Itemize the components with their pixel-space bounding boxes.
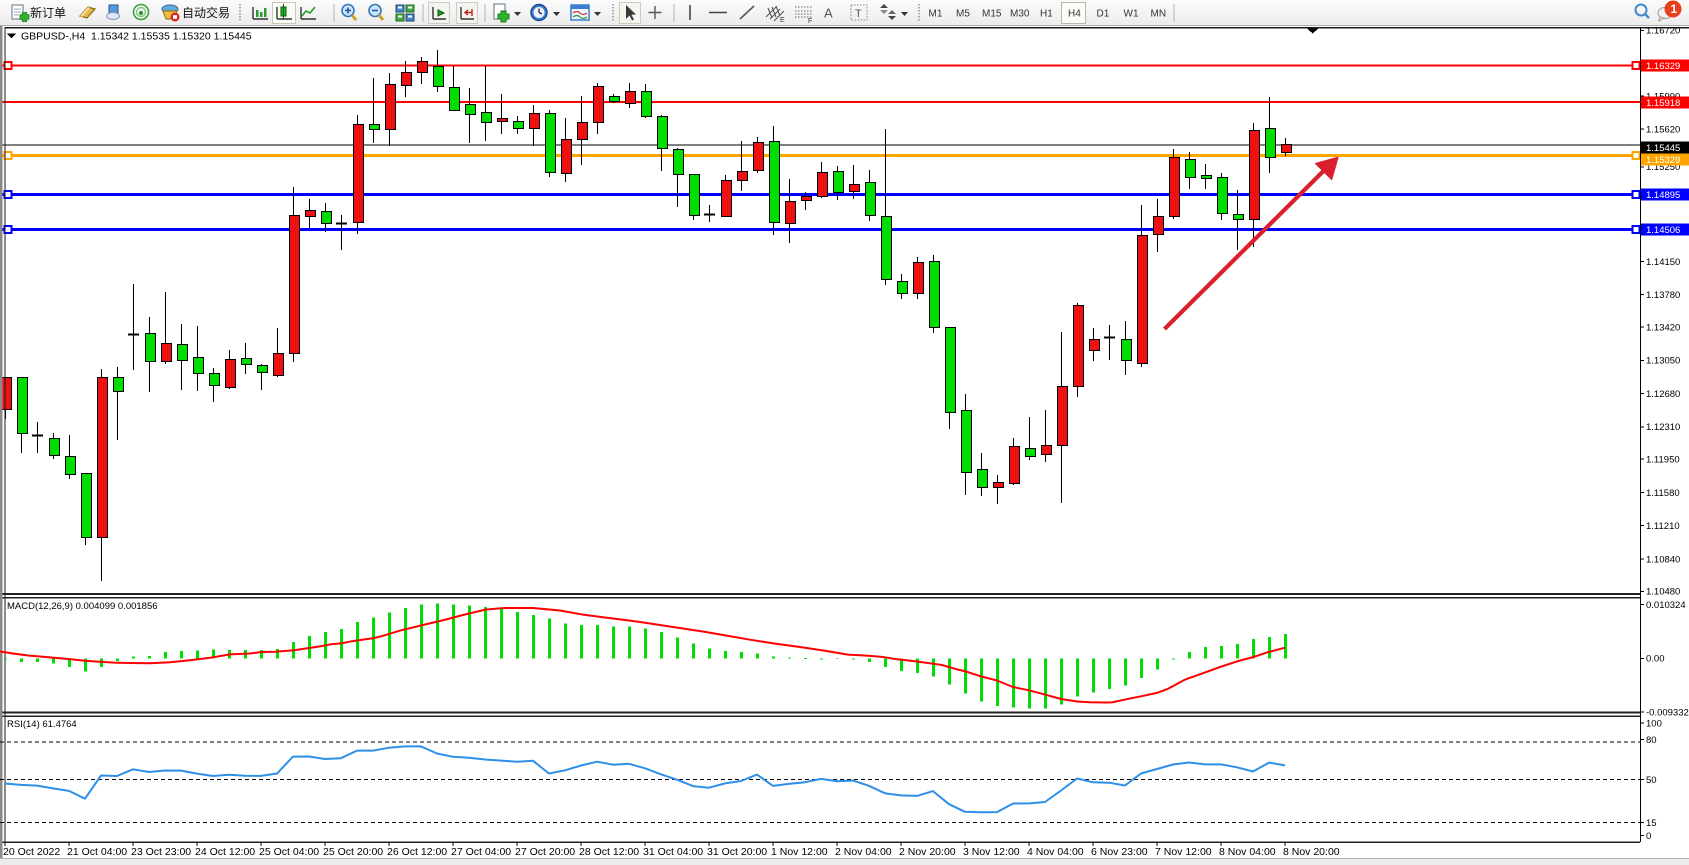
- svg-text:80: 80: [1646, 735, 1657, 746]
- svg-text:H4: H4: [1068, 9, 1081, 20]
- svg-text:GBPUSD-,H4 1.15342 1.15535 1.: GBPUSD-,H4 1.15342 1.15535 1.15320 1.154…: [21, 31, 252, 43]
- svg-text:24 Oct 12:00: 24 Oct 12:00: [195, 846, 255, 858]
- svg-text:26 Oct 12:00: 26 Oct 12:00: [387, 846, 447, 858]
- svg-text:21 Oct 04:00: 21 Oct 04:00: [67, 846, 127, 858]
- svg-text:1: 1: [1671, 2, 1678, 16]
- svg-text:1.12680: 1.12680: [1646, 389, 1680, 400]
- svg-text:0: 0: [1646, 831, 1651, 842]
- svg-text:1.16720: 1.16720: [1646, 26, 1680, 37]
- svg-text:1.14506: 1.14506: [1646, 225, 1680, 236]
- svg-text:1.15250: 1.15250: [1646, 162, 1680, 173]
- svg-text:50: 50: [1646, 775, 1657, 786]
- svg-text:27 Oct 20:00: 27 Oct 20:00: [515, 846, 575, 858]
- svg-text:1.13780: 1.13780: [1646, 290, 1680, 301]
- svg-text:1.15445: 1.15445: [1646, 143, 1680, 154]
- svg-text:A: A: [824, 6, 833, 21]
- svg-text:1.13420: 1.13420: [1646, 322, 1680, 333]
- svg-text:2 Nov 04:00: 2 Nov 04:00: [835, 846, 892, 858]
- svg-text:1.13050: 1.13050: [1646, 356, 1680, 367]
- svg-text:15: 15: [1646, 818, 1657, 829]
- svg-text:RSI(14) 61.4764: RSI(14) 61.4764: [7, 719, 77, 730]
- svg-text:1.15329: 1.15329: [1646, 155, 1680, 166]
- svg-text:E: E: [780, 17, 785, 24]
- svg-text:D1: D1: [1097, 9, 1110, 20]
- svg-text:W1: W1: [1124, 9, 1139, 20]
- svg-text:6 Nov 23:00: 6 Nov 23:00: [1091, 846, 1148, 858]
- svg-text:1 Nov 12:00: 1 Nov 12:00: [771, 846, 828, 858]
- svg-text:1.10840: 1.10840: [1646, 554, 1680, 565]
- svg-text:2 Nov 20:00: 2 Nov 20:00: [899, 846, 956, 858]
- svg-text:1.15620: 1.15620: [1646, 125, 1680, 136]
- svg-text:1.11580: 1.11580: [1646, 488, 1680, 499]
- svg-text:1.14895: 1.14895: [1646, 190, 1680, 201]
- svg-text:T: T: [855, 8, 862, 20]
- svg-text:M1: M1: [929, 9, 943, 20]
- svg-text:100: 100: [1646, 718, 1662, 729]
- svg-text:23 Oct 23:00: 23 Oct 23:00: [131, 846, 191, 858]
- svg-text:1.15918: 1.15918: [1646, 98, 1680, 109]
- svg-text:H1: H1: [1040, 9, 1053, 20]
- svg-text:31 Oct 20:00: 31 Oct 20:00: [707, 846, 767, 858]
- svg-text:8 Nov 20:00: 8 Nov 20:00: [1283, 846, 1340, 858]
- svg-text:20 Oct 2022: 20 Oct 2022: [3, 846, 60, 858]
- svg-text:31 Oct 04:00: 31 Oct 04:00: [643, 846, 703, 858]
- svg-text:M5: M5: [956, 9, 970, 20]
- svg-text:1.14150: 1.14150: [1646, 257, 1680, 268]
- svg-text:F: F: [808, 18, 812, 25]
- svg-text:3 Nov 12:00: 3 Nov 12:00: [963, 846, 1020, 858]
- svg-text:0.010324: 0.010324: [1646, 600, 1686, 611]
- svg-text:MN: MN: [1151, 9, 1167, 20]
- svg-text:8 Nov 04:00: 8 Nov 04:00: [1219, 846, 1276, 858]
- svg-text:自动交易: 自动交易: [182, 5, 230, 20]
- svg-text:25 Oct 20:00: 25 Oct 20:00: [323, 846, 383, 858]
- svg-text:0.00: 0.00: [1646, 654, 1665, 665]
- svg-text:MACD(12,26,9) 0.004099 0.00185: MACD(12,26,9) 0.004099 0.001856: [7, 601, 158, 612]
- svg-text:1.11210: 1.11210: [1646, 521, 1680, 532]
- svg-text:7 Nov 12:00: 7 Nov 12:00: [1155, 846, 1212, 858]
- svg-text:1.10480: 1.10480: [1646, 587, 1680, 598]
- svg-text:28 Oct 12:00: 28 Oct 12:00: [579, 846, 639, 858]
- svg-text:25 Oct 04:00: 25 Oct 04:00: [259, 846, 319, 858]
- svg-text:27 Oct 04:00: 27 Oct 04:00: [451, 846, 511, 858]
- svg-text:1.11950: 1.11950: [1646, 455, 1680, 466]
- svg-text:新订单: 新订单: [30, 5, 66, 20]
- svg-text:1.12310: 1.12310: [1646, 422, 1680, 433]
- svg-text:1.16329: 1.16329: [1646, 61, 1680, 72]
- svg-text:4 Nov 04:00: 4 Nov 04:00: [1027, 846, 1084, 858]
- svg-text:M15: M15: [982, 9, 1002, 20]
- svg-text:-0.009332: -0.009332: [1646, 707, 1689, 718]
- svg-text:M30: M30: [1010, 9, 1030, 20]
